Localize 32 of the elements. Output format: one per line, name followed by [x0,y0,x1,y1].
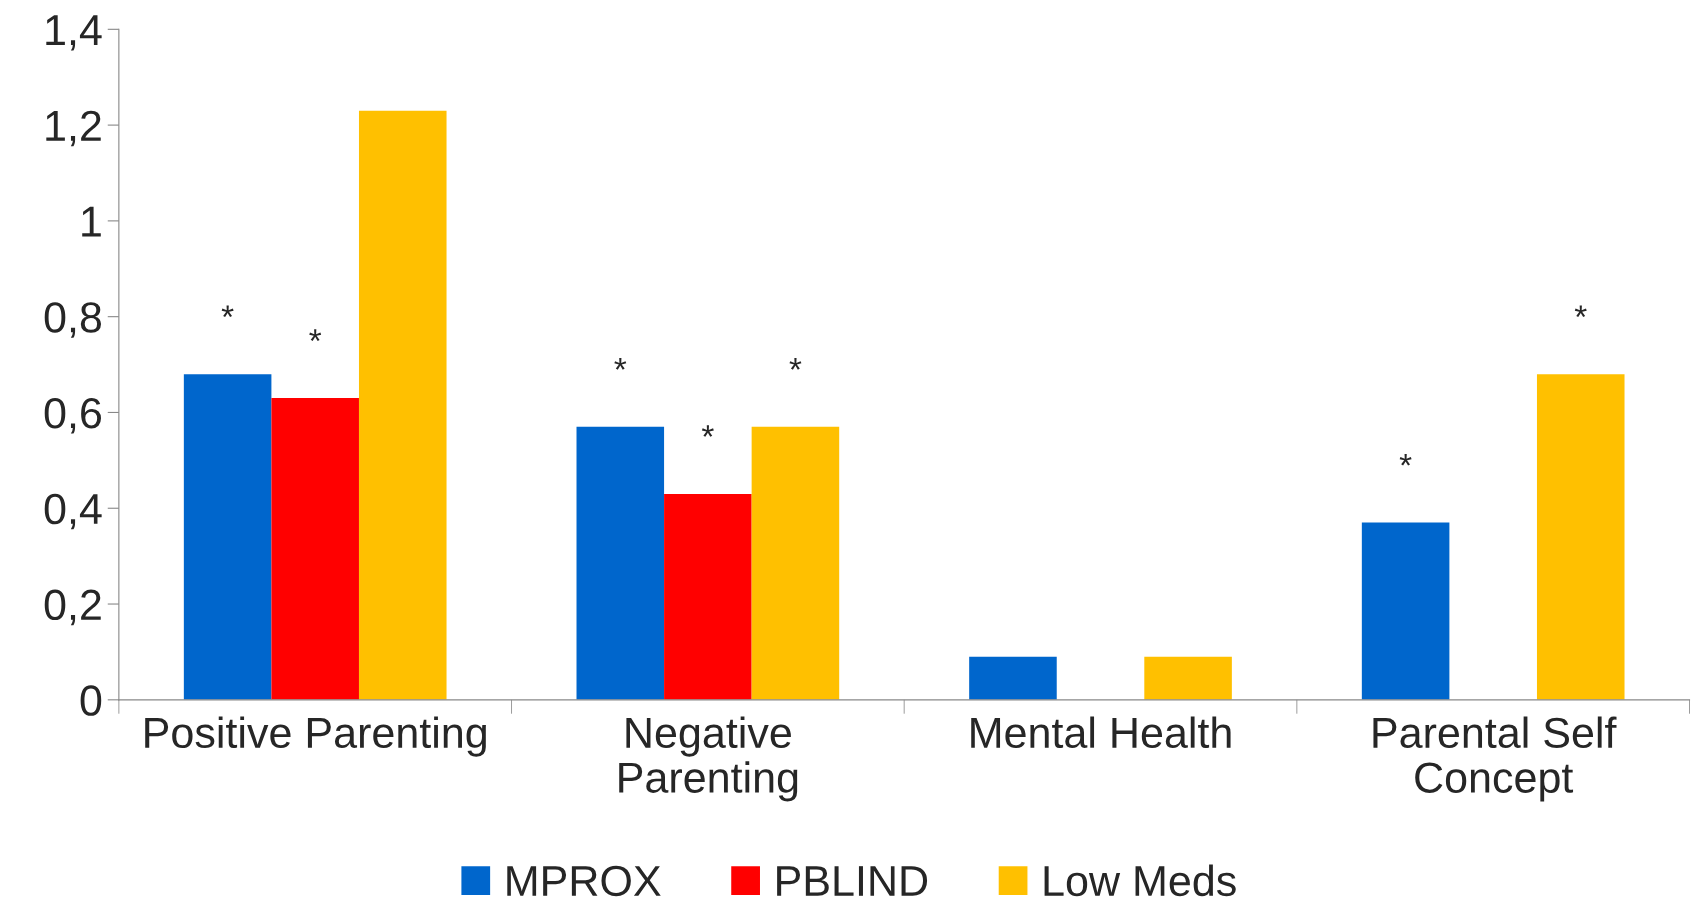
bar [271,398,359,700]
x-tick-label: Negative Parenting [619,716,798,802]
y-tick-label: 0,6 [44,398,101,434]
y-tick-label: 0,8 [44,302,102,338]
data-label: * [309,329,322,342]
x-tick-label: Positive Parenting [145,716,486,757]
bar [183,374,272,700]
y-tick-label: 0,2 [44,589,101,626]
bar [969,656,1057,700]
bar [576,426,665,700]
y-tick-label: 0,4 [44,493,102,530]
bar [664,493,752,700]
data-label: * [1399,453,1412,466]
bar [1144,656,1232,700]
data-label: * [614,358,627,370]
bar [358,110,447,700]
legend-label: MPROX [507,865,661,897]
x-tick-label: Mental Health [971,716,1231,749]
bar [751,426,840,700]
data-label: * [1574,305,1587,318]
data-label: * [789,358,802,370]
legend-label: Low Meds [1044,864,1236,897]
y-tick-label: 0 [80,685,102,716]
y-tick-label: 1,2 [46,110,101,147]
y-tick-label: 1,4 [46,15,102,51]
bar [1361,522,1450,700]
bar [1536,374,1625,700]
x-tick-label: Parental Self Concept [1373,716,1617,802]
data-label: * [701,425,714,437]
y-tick-label: 1 [82,206,101,237]
legend-label: PBLIND [777,866,928,896]
data-label: * [221,305,234,318]
